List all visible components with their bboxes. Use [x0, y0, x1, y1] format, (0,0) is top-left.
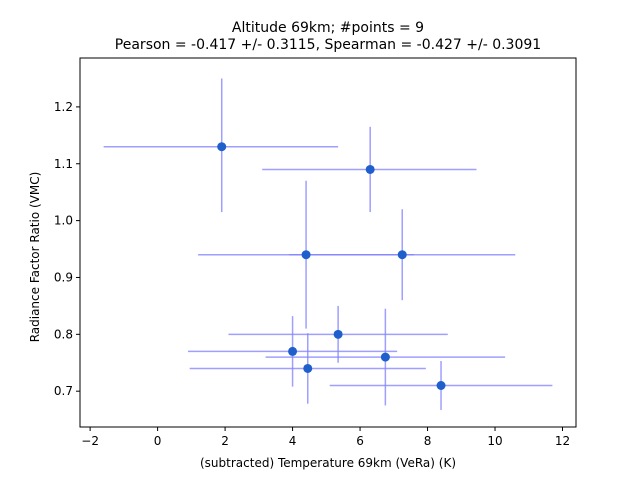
chart-title-line2: Pearson = -0.417 +/- 0.3115, Spearman = … [115, 37, 541, 53]
x-tick-label: 10 [487, 434, 502, 448]
y-tick-label: 0.9 [54, 270, 73, 284]
x-tick-label: −2 [81, 434, 99, 448]
data-point [288, 346, 298, 356]
chart-title-line1: Altitude 69km; #points = 9 [232, 20, 424, 36]
data-point [397, 250, 407, 260]
x-axis-label: (subtracted) Temperature 69km (VeRa) (K) [200, 456, 456, 470]
plot-frame [79, 57, 577, 428]
data-point [217, 142, 227, 152]
y-tick-label: 0.8 [54, 327, 73, 341]
data-point [436, 380, 446, 390]
data-point [333, 329, 343, 339]
x-axis-ticks: −2 0 2 4 6 8 10 12 [81, 427, 570, 448]
y-axis-label: Radiance Factor Ratio (VMC) [28, 172, 42, 343]
y-tick-label: 1.0 [54, 214, 73, 228]
y-axis-ticks: 0.7 0.8 0.9 1.0 1.1 1.2 [54, 100, 80, 398]
x-tick-label: 4 [289, 434, 297, 448]
data-point [303, 363, 313, 373]
x-tick-label: 2 [221, 434, 229, 448]
marker-layer [217, 142, 446, 390]
data-point [380, 352, 390, 362]
data-point [301, 250, 311, 260]
data-point [365, 164, 375, 174]
y-tick-label: 1.2 [54, 100, 73, 114]
x-tick-label: 12 [555, 434, 570, 448]
x-tick-label: 6 [356, 434, 364, 448]
errorbar-layer [103, 78, 553, 410]
x-tick-label: 8 [424, 434, 432, 448]
y-tick-label: 1.1 [54, 157, 73, 171]
y-tick-label: 0.7 [54, 384, 73, 398]
x-tick-label: 0 [154, 434, 162, 448]
